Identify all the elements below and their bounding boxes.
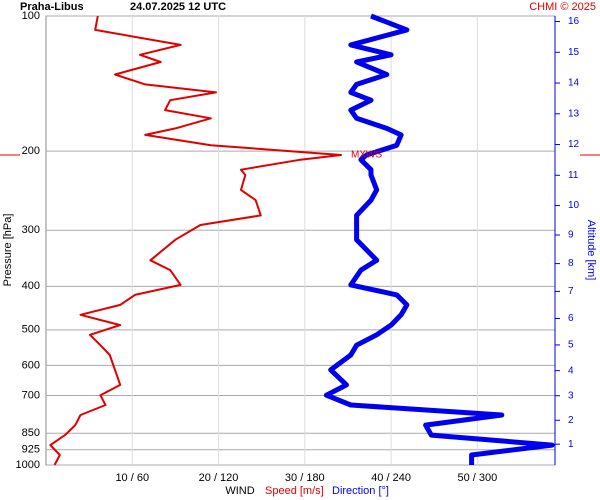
x-tick-label: 30 / 180 (285, 472, 325, 484)
y-tick-label: 100 (22, 10, 40, 22)
y-tick-label: 200 (22, 145, 40, 157)
x-tick-label: 50 / 300 (457, 472, 497, 484)
y-tick-label: 700 (22, 389, 40, 401)
y-tick-label: 925 (22, 444, 40, 456)
y2-tick-label: 16 (568, 16, 580, 27)
y2-tick-label: 5 (568, 340, 574, 351)
y2-tick-label: 14 (568, 78, 580, 89)
plot-frame (45, 15, 556, 466)
y-tick-label: 400 (22, 280, 40, 292)
x-tick-label: 10 / 60 (115, 472, 149, 484)
chart-subtitle: 24.07.2025 12 UTC (130, 1, 226, 13)
y2-tick-label: 9 (568, 230, 574, 241)
y2-tick-label: 15 (568, 47, 580, 58)
series-line (49, 15, 342, 466)
y2-tick-label: 8 (568, 258, 574, 269)
y2-axis-label: Altitude [km] (585, 220, 597, 281)
y2-tick-label: 12 (568, 139, 580, 150)
y-tick-label: 850 (22, 427, 40, 439)
y-tick-label: 500 (22, 324, 40, 336)
y2-tick-label: 3 (568, 390, 574, 401)
chart-title: Praha-Libus (20, 1, 84, 13)
y2-tick-label: 13 (568, 108, 580, 119)
y-tick-label: 600 (22, 359, 40, 371)
y-tick-label: 1000 (16, 459, 40, 471)
credit: CHMI © 2025 (529, 1, 596, 13)
y2-tick-label: 6 (568, 313, 574, 324)
y2-tick-label: 10 (568, 200, 580, 211)
x-axis-label: WIND (225, 485, 254, 497)
series-line (323, 13, 555, 465)
y2-tick-label: 2 (568, 415, 574, 426)
annotation: MXWS (351, 150, 382, 161)
x-tick-label: 20 / 120 (199, 472, 239, 484)
x-tick-label: 40 / 240 (371, 472, 411, 484)
y2-tick-label: 11 (568, 170, 579, 181)
y2-tick-label: 7 (568, 286, 574, 297)
legend-speed: Speed [m/s] (265, 485, 324, 497)
y-tick-label: 300 (22, 224, 40, 236)
y-axis-label: Pressure [hPa] (2, 214, 14, 287)
y2-tick-label: 4 (568, 365, 574, 376)
y2-tick-label: 1 (568, 439, 574, 450)
legend-direction: Direction [°] (332, 485, 389, 497)
